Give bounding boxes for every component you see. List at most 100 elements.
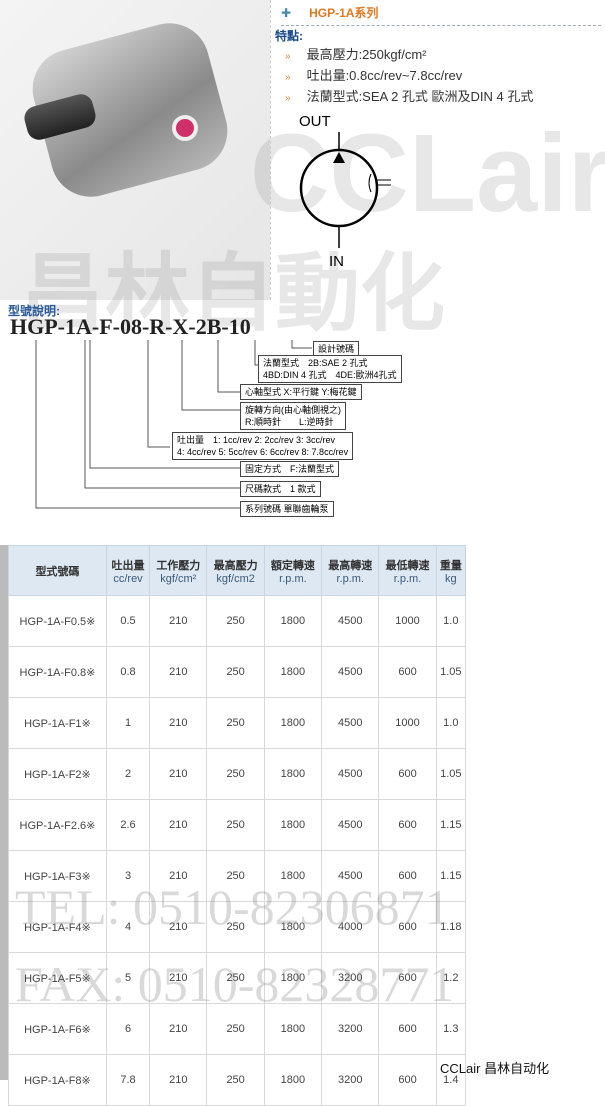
table-cell: HGP-1A-F3※ xyxy=(8,850,107,902)
column-header: 工作壓力 kgf/cm² xyxy=(149,545,208,596)
table-cell: 4500 xyxy=(321,850,380,902)
table-cell: 5 xyxy=(105,952,151,1004)
code-title: 型號說明: xyxy=(8,304,60,318)
legend-shaft: 心軸型式 X:平行鍵 Y:梅花鍵 xyxy=(240,384,362,400)
table-cell: 250 xyxy=(206,748,265,800)
table-cell: 1.15 xyxy=(435,799,467,851)
table-row: HGP-1A-F8※ 7.8 210 250 1800 3200 600 1.4 xyxy=(8,1054,467,1106)
table-cell: 4500 xyxy=(321,799,380,851)
table-cell: HGP-1A-F8※ xyxy=(8,1054,107,1106)
table-cell: 210 xyxy=(149,748,208,800)
legend-size: 尺碼款式 1 款式 xyxy=(240,481,321,497)
table-left-bar xyxy=(0,545,8,1080)
table-cell: 1000 xyxy=(378,595,437,647)
table-cell: 4 xyxy=(105,901,151,953)
table-cell: 600 xyxy=(378,1003,437,1055)
table-cell: 600 xyxy=(378,952,437,1004)
pump-seal xyxy=(172,115,198,141)
table-cell: 250 xyxy=(206,850,265,902)
table-cell: HGP-1A-F4※ xyxy=(8,901,107,953)
table-cell: 250 xyxy=(206,952,265,1004)
table-row: HGP-1A-F2.6※ 2.6 210 250 1800 4500 600 1.15 xyxy=(8,799,467,851)
legend-rotation: 旋轉方向(由心軸側視之) R:順時針 L:逆時針 xyxy=(240,402,346,430)
table-cell: 210 xyxy=(149,646,208,698)
table-cell: 1800 xyxy=(263,1054,323,1106)
feature-item: » 最高壓力:250kgf/cm² xyxy=(285,47,427,62)
table-cell: 1.18 xyxy=(435,901,467,953)
table-cell: 1000 xyxy=(378,697,437,749)
model-code-diagram: 型號說明: HGP-1A-F-08-R-X-2B-10 設計號碼 法蘭型式 2B… xyxy=(0,300,420,517)
table-cell: 600 xyxy=(378,1054,437,1106)
out-label: OUT xyxy=(299,113,331,130)
table-cell: 250 xyxy=(206,1054,265,1106)
table-cell: 600 xyxy=(378,748,437,800)
table-cell: 210 xyxy=(149,1054,208,1106)
table-row: HGP-1A-F5※ 5 210 250 1800 3200 600 1.2 xyxy=(8,952,467,1004)
table-cell: 4000 xyxy=(321,901,380,953)
brand-label: CCLair 昌林自动化 xyxy=(440,1061,550,1076)
feature-item: » 法蘭型式:SEA 2 孔式 歐洲及DIN 4 孔式 xyxy=(285,89,534,104)
table-cell: HGP-1A-F2.6※ xyxy=(8,799,107,851)
table-row: HGP-1A-F4※ 4 210 250 1800 4000 600 1.18 xyxy=(8,901,467,953)
legend-displacement: 吐出量 1: 1cc/rev 2: 2cc/rev 3: 3cc/rev 4: 4… xyxy=(172,432,354,460)
table-cell: 4500 xyxy=(321,595,380,647)
table-cell: 2.6 xyxy=(105,799,151,851)
column-header: 額定轉速 r.p.m. xyxy=(263,545,323,596)
table-row: HGP-1A-F0.8※ 0.8 210 250 1800 4500 600 1.05 xyxy=(8,646,467,698)
bullet-icon: » xyxy=(285,72,291,83)
model-code: HGP-1A-F-08-R-X-2B-10 xyxy=(10,314,251,339)
in-label: IN xyxy=(329,253,344,270)
table-row: HGP-1A-F3※ 3 210 250 1800 4500 600 1.15 xyxy=(8,850,467,902)
series-header: ✚ HGP-1A系列 xyxy=(281,4,601,26)
table-cell: 250 xyxy=(206,1003,265,1055)
table-cell: 600 xyxy=(378,646,437,698)
table-cell: 250 xyxy=(206,799,265,851)
table-cell: 1800 xyxy=(263,799,323,851)
column-header: 重量 kg xyxy=(435,545,467,596)
table-cell: 600 xyxy=(378,850,437,902)
pump-symbol-icon: OUT IN xyxy=(299,113,391,270)
table-cell: 210 xyxy=(149,952,208,1004)
table-cell: 600 xyxy=(378,799,437,851)
table-cell: HGP-1A-F0.8※ xyxy=(8,646,107,698)
table-cell: 7.8 xyxy=(105,1054,151,1106)
table-cell: 0.5 xyxy=(105,595,151,647)
series-title: HGP-1A系列 xyxy=(309,6,379,20)
table-row: HGP-1A-F2※ 2 210 250 1800 4500 600 1.05 xyxy=(8,748,467,800)
legend-flange: 法蘭型式 2B:SAE 2 孔式 4BD:DIN 4 孔式 4DE:歐洲4孔式 xyxy=(258,355,402,383)
table-cell: HGP-1A-F5※ xyxy=(8,952,107,1004)
table-cell: 1800 xyxy=(263,748,323,800)
table-cell: 210 xyxy=(149,850,208,902)
bullet-icon: » xyxy=(285,51,291,62)
table-cell: 4500 xyxy=(321,646,380,698)
table-cell: 1.0 xyxy=(435,595,467,647)
table-cell: 210 xyxy=(149,697,208,749)
table-row: HGP-1A-F0.5※ 0.5 210 250 1800 4500 1000 1.0 xyxy=(8,595,467,647)
table-cell: 250 xyxy=(206,697,265,749)
features-list: » 最高壓力:250kgf/cm² » 吐出量:0.8cc/rev~7.8cc/re… xyxy=(285,45,533,108)
table-cell: 1800 xyxy=(263,646,323,698)
table-cell: 1.05 xyxy=(435,748,467,800)
table-cell: HGP-1A-F2※ xyxy=(8,748,107,800)
table-row: HGP-1A-F6※ 6 210 250 1800 3200 600 1.3 xyxy=(8,1003,467,1055)
table-cell: 250 xyxy=(206,901,265,953)
table-cell: 1.3 xyxy=(435,1003,467,1055)
table-cell: 1800 xyxy=(263,697,323,749)
table-cell: 210 xyxy=(149,799,208,851)
features-title: 特點: xyxy=(275,29,303,43)
table-cell: 6 xyxy=(105,1003,151,1055)
table-cell: 0.8 xyxy=(105,646,151,698)
table-cell: HGP-1A-F1※ xyxy=(8,697,107,749)
table-cell: 3 xyxy=(105,850,151,902)
feature-panel: ✚ HGP-1A系列 特點: » 最高壓力:250kgf/cm² » 吐出量:0.8c… xyxy=(270,0,605,300)
feature-item: » 吐出量:0.8cc/rev~7.8cc/rev xyxy=(285,68,463,83)
bullet-icon: » xyxy=(285,93,291,104)
column-header: 吐出量 cc/rev xyxy=(105,545,151,596)
table-cell: 4500 xyxy=(321,748,380,800)
table-cell: 1800 xyxy=(263,1003,323,1055)
table-cell: HGP-1A-F0.5※ xyxy=(8,595,107,647)
pump-photo xyxy=(0,0,270,300)
table-cell: 250 xyxy=(206,595,265,647)
spec-table: 型式號碼 吐出量 cc/rev 工作壓力 kgf/cm² 最高壓力 kgf/cm2 額定轉速 r… xyxy=(8,545,467,1106)
column-header: 最低轉速 r.p.m. xyxy=(378,545,437,596)
